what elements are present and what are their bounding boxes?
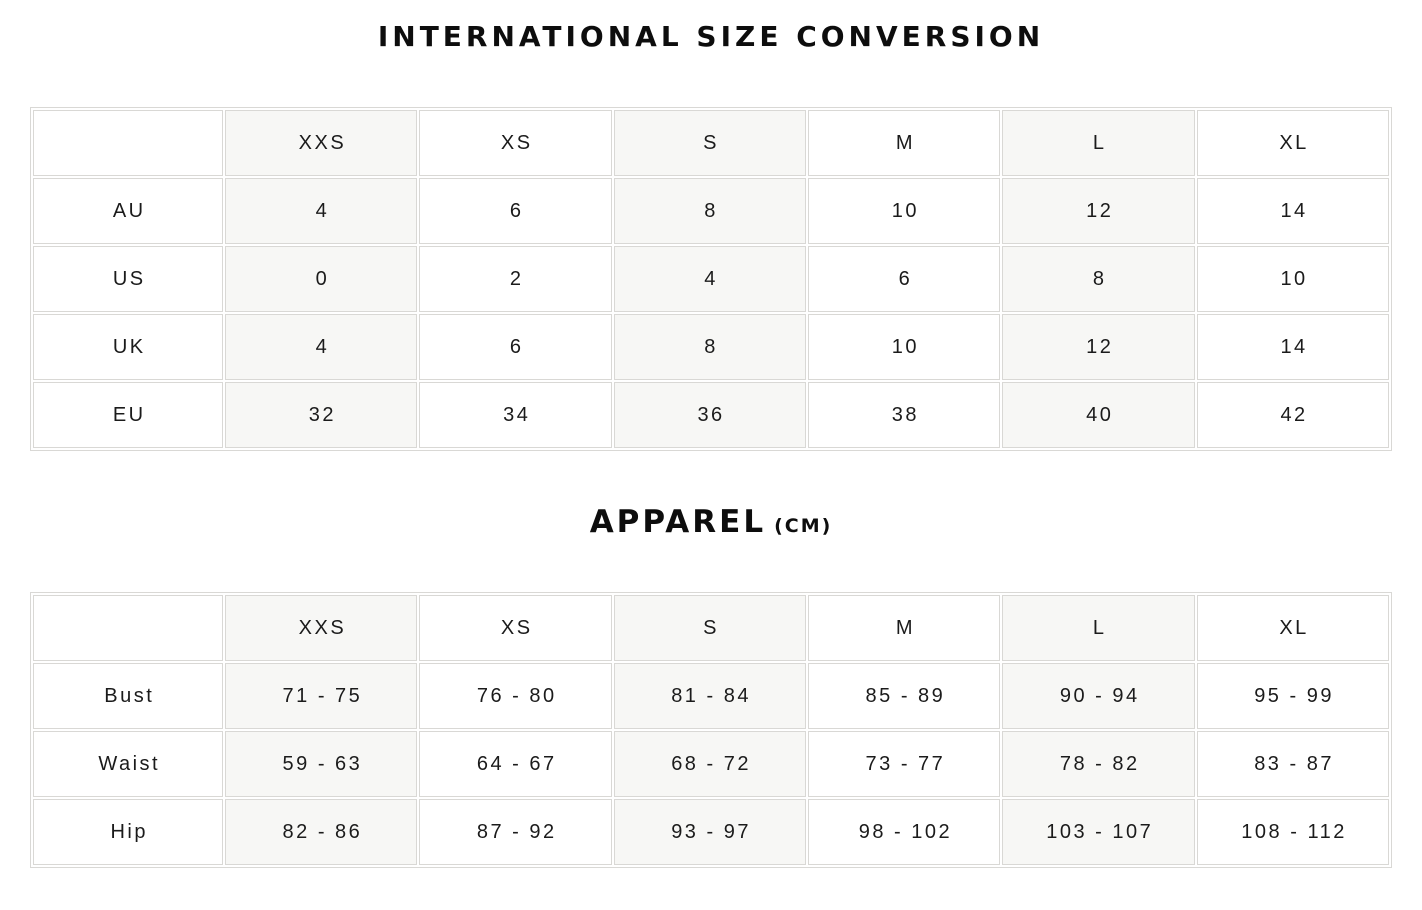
size-cell: 12 bbox=[1002, 314, 1195, 380]
row-label-waist: Waist bbox=[33, 731, 223, 797]
column-header-xxs: XXS bbox=[225, 110, 418, 176]
column-header-xl: XL bbox=[1196, 110, 1389, 176]
measurement-cell: 64 - 67 bbox=[419, 731, 612, 797]
measurement-cell: 73 - 77 bbox=[807, 731, 1001, 797]
corner-cell bbox=[33, 110, 223, 176]
row-label-bust: Bust bbox=[33, 663, 223, 729]
measurement-cell: 83 - 87 bbox=[1196, 731, 1389, 797]
column-header-s: S bbox=[613, 595, 806, 661]
measurement-cell: 103 - 107 bbox=[1002, 799, 1195, 865]
row-label-hip: Hip bbox=[33, 799, 223, 865]
measurement-cell: 81 - 84 bbox=[613, 663, 806, 729]
size-cell: 4 bbox=[225, 314, 418, 380]
table-row-eu: EU 32 34 36 38 40 42 bbox=[33, 382, 1389, 448]
size-cell: 34 bbox=[419, 382, 612, 448]
measurement-cell: 95 - 99 bbox=[1196, 663, 1389, 729]
size-cell: 40 bbox=[1002, 382, 1195, 448]
size-cell: 8 bbox=[613, 178, 806, 244]
column-header-l: L bbox=[1002, 110, 1195, 176]
measurement-cell: 90 - 94 bbox=[1002, 663, 1195, 729]
measurement-cell: 87 - 92 bbox=[419, 799, 612, 865]
size-cell: 38 bbox=[807, 382, 1001, 448]
international-size-table: XXS XS S M L XL AU 4 6 8 10 12 14 US 0 2 bbox=[30, 107, 1392, 451]
column-header-l: L bbox=[1002, 595, 1195, 661]
row-label-eu: EU bbox=[33, 382, 223, 448]
measurement-cell: 82 - 86 bbox=[225, 799, 418, 865]
row-label-us: US bbox=[33, 246, 223, 312]
apparel-table-header-row: XXS XS S M L XL bbox=[33, 595, 1389, 661]
size-cell: 42 bbox=[1196, 382, 1389, 448]
size-cell: 6 bbox=[807, 246, 1001, 312]
column-header-xs: XS bbox=[419, 110, 612, 176]
column-header-xs: XS bbox=[419, 595, 612, 661]
column-header-m: M bbox=[807, 595, 1001, 661]
size-cell: 10 bbox=[807, 178, 1001, 244]
apparel-unit-label: (CM) bbox=[774, 515, 833, 537]
measurement-cell: 108 - 112 bbox=[1196, 799, 1389, 865]
size-cell: 14 bbox=[1196, 178, 1389, 244]
measurement-cell: 71 - 75 bbox=[225, 663, 418, 729]
size-cell: 4 bbox=[225, 178, 418, 244]
apparel-measurements-table: XXS XS S M L XL Bust 71 - 75 76 - 80 81 … bbox=[30, 592, 1392, 868]
apparel-title-text: APPAREL bbox=[589, 504, 767, 540]
size-cell: 8 bbox=[613, 314, 806, 380]
page-title: INTERNATIONAL SIZE CONVERSION bbox=[377, 20, 1045, 53]
size-cell: 10 bbox=[807, 314, 1001, 380]
size-cell: 2 bbox=[419, 246, 612, 312]
column-header-m: M bbox=[807, 110, 1001, 176]
measurement-cell: 78 - 82 bbox=[1002, 731, 1195, 797]
apparel-section-title: APPAREL (CM) bbox=[30, 507, 1392, 539]
size-cell: 36 bbox=[613, 382, 806, 448]
size-cell: 4 bbox=[613, 246, 806, 312]
size-table-header-row: XXS XS S M L XL bbox=[33, 110, 1389, 176]
column-header-xl: XL bbox=[1196, 595, 1389, 661]
table-row-waist: Waist 59 - 63 64 - 67 68 - 72 73 - 77 78… bbox=[33, 731, 1389, 797]
table-row-au: AU 4 6 8 10 12 14 bbox=[33, 178, 1389, 244]
table-row-hip: Hip 82 - 86 87 - 92 93 - 97 98 - 102 103… bbox=[33, 799, 1389, 865]
table-row-us: US 0 2 4 6 8 10 bbox=[33, 246, 1389, 312]
column-header-xxs: XXS bbox=[225, 595, 418, 661]
size-cell: 0 bbox=[225, 246, 418, 312]
measurement-cell: 59 - 63 bbox=[225, 731, 418, 797]
table-row-uk: UK 4 6 8 10 12 14 bbox=[33, 314, 1389, 380]
measurement-cell: 93 - 97 bbox=[613, 799, 806, 865]
table-row-bust: Bust 71 - 75 76 - 80 81 - 84 85 - 89 90 … bbox=[33, 663, 1389, 729]
row-label-uk: UK bbox=[33, 314, 223, 380]
measurement-cell: 85 - 89 bbox=[807, 663, 1001, 729]
size-cell: 14 bbox=[1196, 314, 1389, 380]
row-label-au: AU bbox=[33, 178, 223, 244]
column-header-s: S bbox=[613, 110, 806, 176]
size-cell: 32 bbox=[225, 382, 418, 448]
measurement-cell: 68 - 72 bbox=[613, 731, 806, 797]
size-cell: 8 bbox=[1002, 246, 1195, 312]
measurement-cell: 76 - 80 bbox=[419, 663, 612, 729]
size-cell: 6 bbox=[419, 314, 612, 380]
corner-cell bbox=[33, 595, 223, 661]
measurement-cell: 98 - 102 bbox=[807, 799, 1001, 865]
size-cell: 10 bbox=[1196, 246, 1389, 312]
size-cell: 6 bbox=[419, 178, 612, 244]
size-cell: 12 bbox=[1002, 178, 1195, 244]
